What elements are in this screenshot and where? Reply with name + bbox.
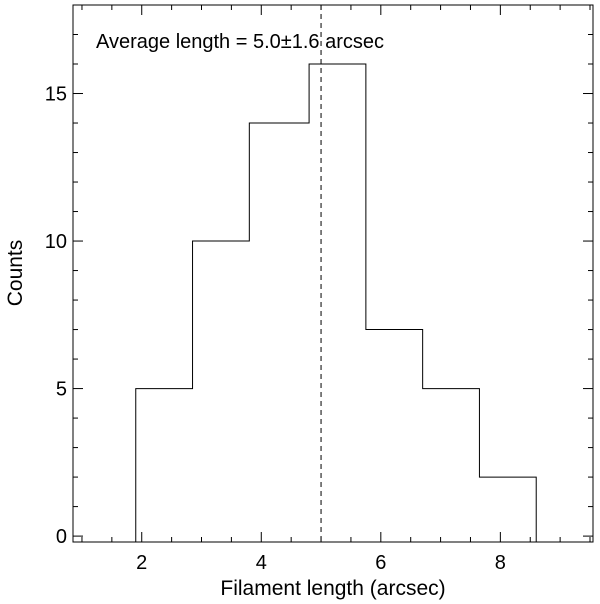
x-axis-title: Filament length (arcsec)	[220, 577, 445, 600]
y-tick-label: 0	[56, 526, 67, 548]
minor-ticks	[73, 4, 593, 542]
y-axis-title: Counts	[4, 240, 27, 307]
average-annotation: Average length = 5.0±1.6 arcsec	[96, 31, 384, 53]
y-tick-label: 5	[56, 379, 67, 401]
major-ticks	[73, 5, 593, 542]
plot-frame	[72, 4, 594, 543]
x-tick-label: 2	[136, 552, 147, 574]
x-tick-label: 4	[256, 552, 267, 574]
y-tick-label: 15	[45, 84, 67, 106]
x-tick-labels: 2 4 6 8	[136, 552, 506, 574]
x-tick-label: 8	[495, 552, 506, 574]
y-tick-label: 10	[45, 231, 67, 253]
x-tick-label: 6	[375, 552, 386, 574]
y-tick-labels: 0 5 10 15	[45, 84, 67, 549]
histogram-step-line	[135, 63, 537, 542]
